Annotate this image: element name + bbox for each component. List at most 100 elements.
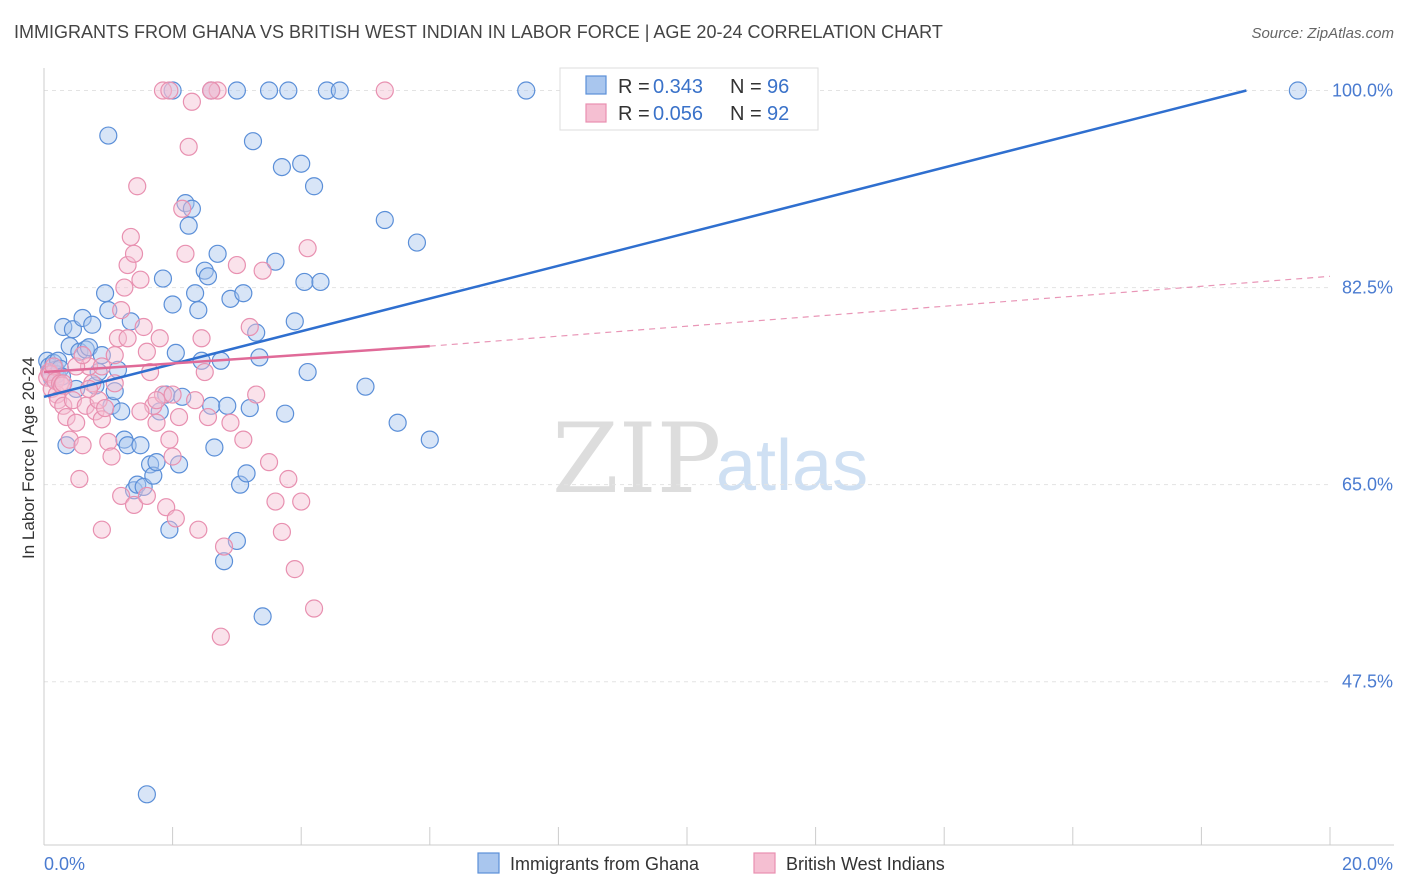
legend-n-label-ghana: N = bbox=[730, 76, 762, 98]
point-ghana-68 bbox=[243, 132, 263, 151]
point-bwi-61 bbox=[227, 255, 246, 275]
point-bwi-25 bbox=[102, 447, 121, 466]
point-bwi-39 bbox=[147, 413, 166, 432]
point-ghana-78 bbox=[292, 154, 311, 173]
point-bwi-36 bbox=[137, 342, 156, 361]
point-bwi-43 bbox=[160, 430, 179, 449]
point-bwi-74 bbox=[375, 81, 394, 100]
point-ghana-64 bbox=[231, 475, 250, 494]
y-tick-label-3: 47.5% bbox=[1342, 672, 1393, 692]
point-ghana-65 bbox=[234, 284, 253, 303]
point-bwi-46 bbox=[169, 407, 189, 427]
point-bwi-83 bbox=[163, 385, 182, 404]
point-bwi-58 bbox=[211, 627, 230, 646]
point-bwi-47 bbox=[173, 199, 192, 218]
point-ghana-60 bbox=[214, 552, 234, 571]
point-bwi-40 bbox=[150, 329, 169, 348]
bottom-legend-swatch-bwi bbox=[753, 852, 776, 874]
point-bwi-29 bbox=[115, 278, 134, 297]
point-bwi-53 bbox=[192, 329, 211, 348]
trend-line-bwi bbox=[43, 344, 430, 374]
point-ghana-29 bbox=[115, 430, 134, 449]
legend-n-value-bwi: 92 bbox=[767, 103, 789, 125]
legend-box: R = 0.343 N = 96 R = 0.056 N = 92 bbox=[559, 67, 819, 131]
point-bwi-28 bbox=[112, 301, 131, 320]
legend-n-value-ghana: 96 bbox=[767, 76, 789, 98]
point-bwi-49 bbox=[179, 137, 198, 156]
point-bwi-10 bbox=[54, 396, 73, 415]
point-ghana-19 bbox=[83, 315, 102, 334]
watermark: ZIP atlas bbox=[552, 403, 868, 515]
legend-r-value-bwi: 0.056 bbox=[653, 103, 703, 125]
point-bwi-23 bbox=[95, 398, 115, 418]
bottom-legend-label-bwi: British West Indians bbox=[786, 854, 945, 874]
bottom-legend-label-ghana: Immigrants from Ghana bbox=[510, 854, 700, 874]
point-bwi-32 bbox=[124, 244, 144, 263]
legend-n-label-bwi: N = bbox=[730, 103, 762, 125]
point-bwi-35 bbox=[134, 317, 153, 337]
point-bwi-80 bbox=[124, 495, 144, 515]
point-ghana-81 bbox=[304, 177, 324, 196]
point-bwi-34 bbox=[131, 270, 150, 289]
point-ghana-93 bbox=[517, 81, 536, 100]
point-ghana-82 bbox=[311, 272, 330, 292]
point-ghana-72 bbox=[259, 81, 279, 100]
point-bwi-70 bbox=[285, 560, 304, 579]
series-bwi-points bbox=[38, 81, 394, 646]
point-bwi-44 bbox=[163, 447, 182, 466]
y-tick-label-2: 65.0% bbox=[1342, 475, 1393, 495]
point-bwi-51 bbox=[186, 391, 205, 410]
y-axis-label: In Labor Force | Age 20-24 bbox=[19, 357, 38, 559]
point-bwi-89 bbox=[131, 402, 150, 421]
point-ghana-28 bbox=[112, 402, 131, 421]
point-bwi-14 bbox=[67, 413, 86, 432]
axes bbox=[43, 68, 1394, 846]
bottom-legend: Immigrants from Ghana British West India… bbox=[477, 852, 945, 874]
chart-title: IMMIGRANTS FROM GHANA VS BRITISH WEST IN… bbox=[14, 22, 943, 42]
point-ghana-76 bbox=[279, 81, 298, 100]
point-ghana-52 bbox=[189, 301, 208, 320]
point-ghana-77 bbox=[285, 312, 304, 331]
trend-lines bbox=[43, 89, 1331, 399]
point-ghana-83 bbox=[317, 81, 337, 100]
point-ghana-49 bbox=[179, 216, 198, 235]
trend-line-ghana bbox=[43, 89, 1247, 399]
point-ghana-57 bbox=[205, 438, 224, 457]
y-tick-labels: 100.0% 82.5% 65.0% 47.5% bbox=[1332, 81, 1393, 692]
point-bwi-52 bbox=[189, 520, 208, 539]
point-bwi-78 bbox=[92, 520, 111, 539]
point-bwi-76 bbox=[160, 81, 179, 100]
point-ghana-87 bbox=[330, 81, 349, 100]
point-bwi-64 bbox=[247, 385, 266, 404]
point-ghana-39 bbox=[147, 453, 166, 472]
point-ghana-61 bbox=[218, 396, 237, 415]
point-ghana-55 bbox=[198, 267, 218, 286]
point-bwi-86 bbox=[92, 357, 111, 376]
watermark-atlas: atlas bbox=[716, 426, 868, 506]
point-ghana-41 bbox=[153, 269, 173, 288]
point-ghana-71 bbox=[253, 607, 272, 626]
point-ghana-88 bbox=[356, 377, 375, 396]
point-bwi-15 bbox=[70, 469, 89, 489]
point-bwi-77 bbox=[202, 81, 221, 100]
point-ghana-94 bbox=[1288, 81, 1307, 100]
point-ghana-66 bbox=[237, 464, 256, 483]
x-tick-labels: 0.0% 20.0% bbox=[44, 854, 1393, 874]
point-bwi-82 bbox=[147, 391, 166, 410]
point-ghana-16 bbox=[73, 308, 92, 328]
point-bwi-57 bbox=[208, 81, 227, 100]
point-bwi-81 bbox=[137, 486, 156, 506]
point-bwi-73 bbox=[304, 599, 324, 618]
y-tick-label-0: 100.0% bbox=[1332, 81, 1393, 101]
point-bwi-30 bbox=[118, 255, 137, 275]
point-bwi-45 bbox=[166, 509, 185, 528]
point-bwi-11 bbox=[57, 407, 76, 427]
point-ghana-30 bbox=[118, 436, 137, 455]
point-ghana-43 bbox=[160, 520, 179, 539]
point-bwi-54 bbox=[195, 362, 214, 382]
point-bwi-68 bbox=[272, 522, 292, 542]
point-bwi-72 bbox=[298, 239, 317, 258]
point-bwi-59 bbox=[214, 537, 234, 556]
point-ghana-91 bbox=[407, 233, 427, 252]
